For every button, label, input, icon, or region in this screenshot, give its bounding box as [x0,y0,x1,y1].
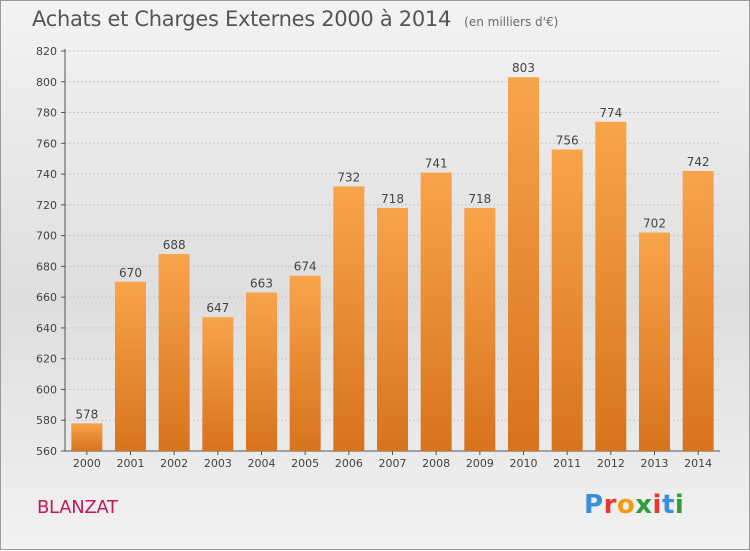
bar [71,423,103,451]
bar [420,172,452,452]
y-tick-label: 620 [36,353,57,366]
bar [682,171,714,451]
x-tick-label: 2004 [248,457,276,470]
logo-letter: i [674,490,685,520]
logo-letter: i [652,490,662,520]
x-tick-label: 2008 [422,457,450,470]
commune-name: BLANZAT [37,497,118,518]
bar [551,149,583,451]
x-tick-label: 2009 [466,457,494,470]
logo-letter: t [661,490,675,520]
bar [464,207,496,451]
bar-value-label: 803 [512,61,535,75]
y-tick-label: 680 [36,260,57,273]
y-tick-label: 740 [36,168,57,181]
logo-letter: P [584,490,604,520]
x-tick-label: 2010 [510,457,538,470]
x-tick-label: 2011 [553,457,581,470]
bar [377,207,408,451]
bar-value-label: 663 [250,277,273,291]
bar-value-label: 688 [163,238,186,252]
x-tick-label: 2000 [73,457,101,470]
x-tick-label: 2012 [597,457,625,470]
bar [202,317,234,451]
x-tick-label: 2013 [641,457,669,470]
bar-value-label: 774 [599,106,622,120]
bar-value-label: 718 [381,192,404,206]
y-tick-label: 580 [36,414,57,427]
x-tick-label: 2005 [291,457,319,470]
x-tick-label: 2007 [379,457,407,470]
bar-value-label: 647 [206,301,229,315]
y-tick-label: 560 [36,445,57,458]
bar-value-label: 742 [687,155,710,169]
bar [158,254,190,451]
y-tick-label: 780 [36,107,57,120]
x-tick-label: 2001 [117,457,145,470]
title-row: Achats et Charges Externes 2000 à 2014 (… [32,7,558,31]
y-tick-label: 760 [36,137,57,150]
bar [289,275,321,451]
bar-value-label: 702 [643,217,666,231]
logo-letter: o [616,490,636,520]
y-tick-label: 700 [36,230,57,243]
bar [246,292,277,451]
bar-value-label: 718 [468,192,491,206]
logo-letter: x [635,490,653,520]
bar [639,232,670,451]
bar [508,77,539,452]
bar-value-label: 732 [337,170,360,184]
bar-value-label: 674 [294,260,317,274]
x-tick-label: 2003 [204,457,232,470]
bar-value-label: 670 [119,266,142,280]
bar [115,281,146,451]
bar [333,186,365,451]
x-tick-label: 2014 [684,457,712,470]
bar [595,121,627,452]
bar-value-label: 756 [556,133,579,147]
logo-letter: r [603,490,617,520]
x-tick-label: 2006 [335,457,363,470]
proxiti-logo: Proxiti [584,490,684,520]
y-tick-label: 640 [36,322,57,335]
y-tick-label: 660 [36,291,57,304]
x-tick-label: 2002 [160,457,188,470]
y-tick-label: 820 [36,45,57,58]
chart-title: Achats et Charges Externes 2000 à 2014 [32,7,452,31]
y-tick-label: 720 [36,199,57,212]
chart-subtitle: (en milliers d'€) [464,15,559,29]
bar-value-label: 741 [425,157,448,171]
y-tick-label: 600 [36,383,57,396]
y-tick-label: 800 [36,76,57,89]
bar-value-label: 578 [75,407,98,421]
